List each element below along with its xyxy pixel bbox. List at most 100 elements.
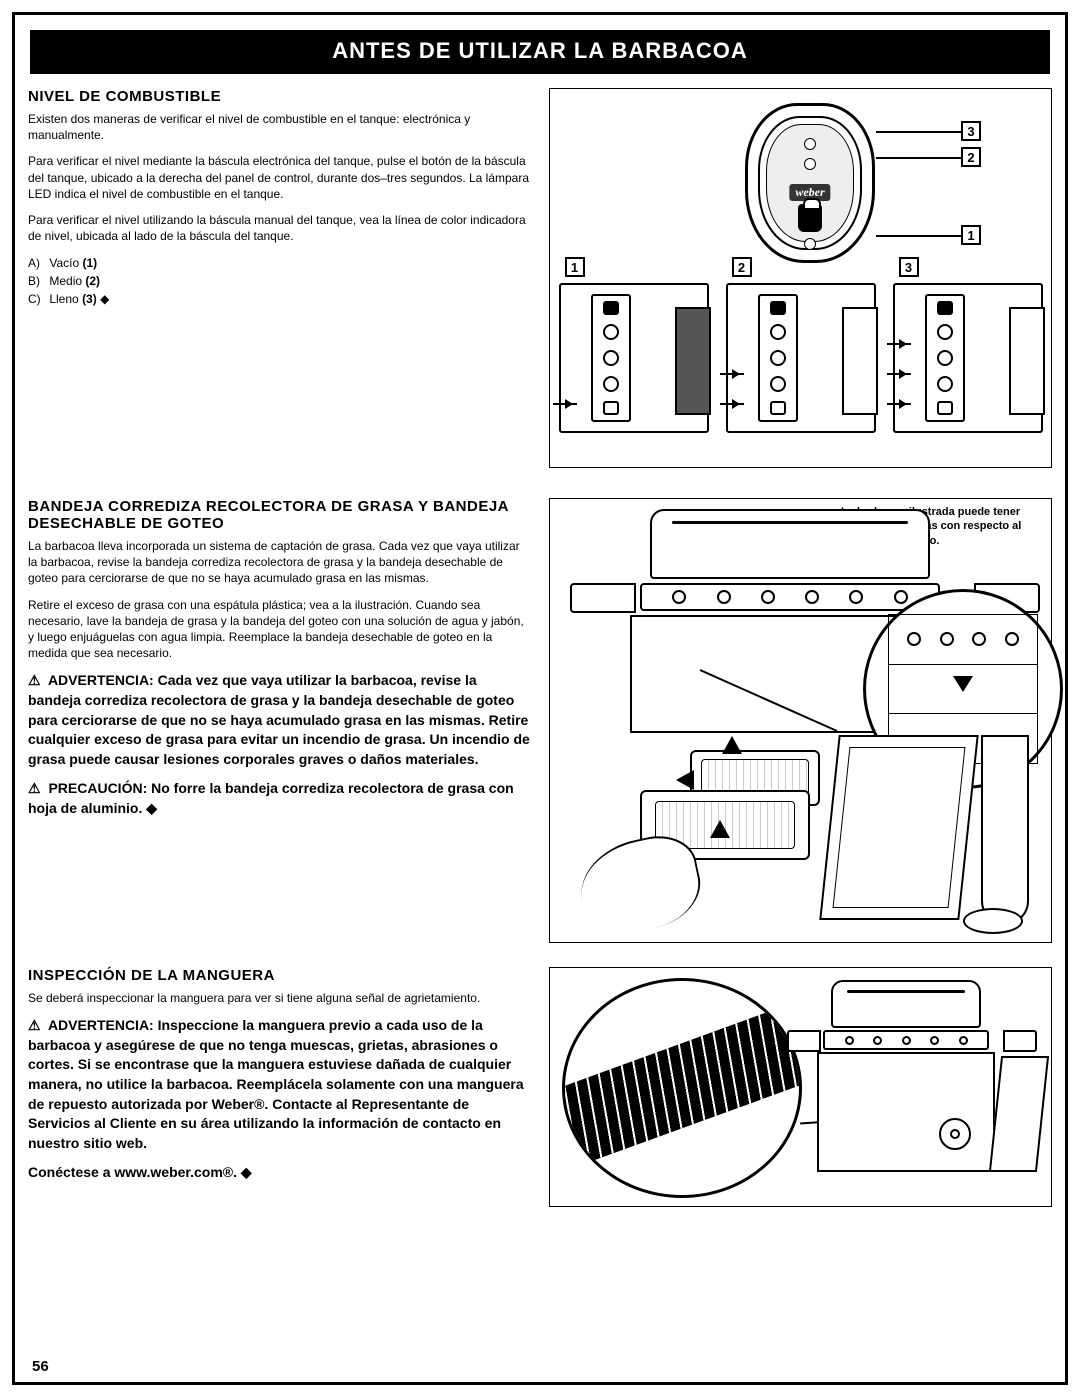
section3-figure [549, 967, 1052, 1207]
knob-icon [770, 324, 786, 340]
tray-hand-icon [580, 770, 840, 930]
figure-grease-tray: La barbacoa ilustrada puede tener ligera… [549, 498, 1052, 943]
knob-icon [930, 1036, 939, 1045]
warning-triangle-icon: ⚠ [28, 1017, 41, 1033]
burner-panel-icon [726, 283, 876, 433]
page-number: 56 [32, 1358, 49, 1375]
hand-icon [572, 829, 708, 942]
knob-icon [937, 324, 953, 340]
knob-icon [972, 632, 986, 646]
knob-icon [770, 376, 786, 392]
section2-p1: La barbacoa lleva incorporada un sistema… [28, 538, 531, 587]
section-hose-inspection: INSPECCIÓN DE LA MANGUERA Se deberá insp… [28, 967, 1052, 1207]
knob-icon [603, 376, 619, 392]
section3-connect: Conéctese a www.weber.com®. ◆ [28, 1163, 531, 1183]
section1-heading: NIVEL DE COMBUSTIBLE [28, 88, 531, 105]
grill-small-icon [787, 980, 1037, 1195]
knob-icon [770, 401, 786, 415]
leg-icon [981, 735, 1029, 925]
page-title-bar: ANTES DE UTILIZAR LA BARBACOA [30, 30, 1050, 74]
page-title-text: ANTES DE UTILIZAR LA BARBACOA [332, 38, 748, 63]
grill-door-icon [989, 1056, 1049, 1172]
section1-text: NIVEL DE COMBUSTIBLE Existen dos maneras… [28, 88, 531, 468]
grill-control-panel-icon [640, 583, 940, 611]
fuel-legend: A) Vacío (1) B) Medio (2) C) Lleno (3) ◆ [28, 254, 531, 308]
arrow-icon [720, 403, 744, 405]
knob-icon [672, 590, 686, 604]
arrow-icon [720, 373, 744, 375]
door-leg-icon [829, 735, 1029, 930]
section2-figure: La barbacoa ilustrada puede tener ligera… [549, 498, 1052, 943]
knob-icon [937, 350, 953, 366]
left-arrow-icon [666, 770, 694, 790]
panel-1: 1 [559, 283, 709, 453]
knob-icon [873, 1036, 882, 1045]
knob-icon [907, 632, 921, 646]
legend-row: A) Vacío (1) [28, 254, 531, 272]
section2-p2: Retire el exceso de grasa con una espátu… [28, 597, 531, 662]
knob-icon [603, 401, 619, 415]
flap-icon [675, 307, 711, 415]
arrow-icon [553, 403, 577, 405]
arrow-icon [887, 403, 911, 405]
section3-warning-text: ADVERTENCIA: Inspeccione la manguera pre… [28, 1017, 524, 1151]
flap-icon [842, 307, 878, 415]
arrow-icon [887, 343, 911, 345]
zoom-row-icon [889, 615, 1037, 665]
section1-figure: weber 3 2 1 1 [549, 88, 1052, 468]
callout-3: 3 [961, 121, 981, 141]
section3-warning: ⚠ ADVERTENCIA: Inspeccione la manguera p… [28, 1016, 531, 1153]
gauge-outline-icon: weber [745, 103, 875, 263]
led-icon [804, 238, 816, 250]
section1-p1: Existen dos maneras de verificar el nive… [28, 111, 531, 143]
knob-icon [1005, 632, 1019, 646]
knob-icon [770, 301, 786, 315]
knob-icon [849, 590, 863, 604]
burner-panel-icon [559, 283, 709, 433]
legend-row: B) Medio (2) [28, 272, 531, 290]
door-panel-icon [819, 735, 978, 920]
burner-panel-icon [893, 283, 1043, 433]
grill-lid-icon [650, 509, 930, 579]
grill-shelf-icon [570, 583, 636, 613]
knob-icon [937, 376, 953, 392]
grill-control-panel-icon [823, 1030, 989, 1050]
tank-valve-icon [798, 204, 822, 232]
knob-icon [770, 350, 786, 366]
up-arrow-icon [710, 810, 730, 838]
knob-icon [937, 401, 953, 415]
arrow-icon [887, 373, 911, 375]
figure-hose [549, 967, 1052, 1207]
panel-states: 1 2 [550, 283, 1051, 453]
panel-callout-3: 3 [899, 257, 919, 277]
section-grease-tray: BANDEJA CORREDIZA RECOLECTORA DE GRASA Y… [28, 498, 1052, 943]
grill-shelf-icon [787, 1030, 821, 1052]
section2-heading: BANDEJA CORREDIZA RECOLECTORA DE GRASA Y… [28, 498, 531, 532]
panel-2: 2 [726, 283, 876, 453]
grill-shelf-icon [1003, 1030, 1037, 1052]
legend-row: C) Lleno (3) ◆ [28, 290, 531, 308]
burner-col-icon [925, 294, 965, 422]
burner-col-icon [591, 294, 631, 422]
hose-zoom-circle-icon [562, 978, 802, 1198]
knob-icon [761, 590, 775, 604]
callout-1: 1 [961, 225, 981, 245]
knob-icon [603, 350, 619, 366]
panel-3: 3 [893, 283, 1043, 453]
grill-body-icon [817, 1052, 995, 1172]
callout-2: 2 [961, 147, 981, 167]
knob-icon [717, 590, 731, 604]
knob-icon [902, 1036, 911, 1045]
section2-caution: ⚠ PRECAUCIÓN: No forre la bandeja corred… [28, 779, 531, 818]
section1-p3: Para verificar el nivel utilizando la bá… [28, 212, 531, 244]
section3-text: INSPECCIÓN DE LA MANGUERA Se deberá insp… [28, 967, 531, 1207]
knob-icon [603, 301, 619, 315]
grill-lid-icon [831, 980, 981, 1028]
led-icon [804, 138, 816, 150]
up-arrow-icon [722, 726, 742, 754]
led-icon [804, 158, 816, 170]
burner-col-icon [758, 294, 798, 422]
knob-icon [959, 1036, 968, 1045]
section3-p1: Se deberá inspeccionar la manguera para … [28, 990, 531, 1006]
section2-warning-text: ADVERTENCIA: Cada vez que vaya utilizar … [28, 672, 530, 766]
